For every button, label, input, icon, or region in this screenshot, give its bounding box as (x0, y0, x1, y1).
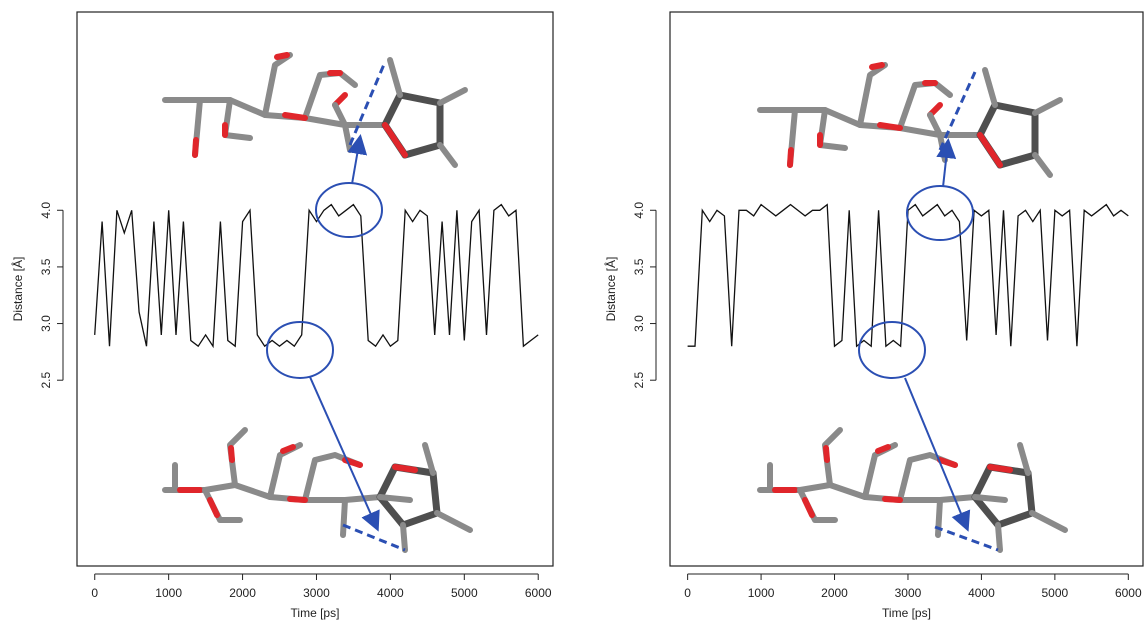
distance-marker (935, 527, 998, 550)
x-tick-label: 5000 (1042, 586, 1069, 600)
x-tick-label: 2000 (821, 586, 848, 600)
y-tick-label: 4.0 (39, 202, 53, 219)
arrow (905, 378, 967, 528)
molecule-open (165, 55, 465, 165)
x-tick-label: 1000 (155, 586, 182, 600)
molecule-closed (165, 430, 470, 550)
distance-marker (350, 62, 385, 145)
x-tick-label: 3000 (895, 586, 922, 600)
figure: 2.5 3.0 3.5 4.0 Distance [Å] 0 1000 2000 3000 400… (0, 0, 1146, 628)
x-tick-label: 2000 (229, 586, 256, 600)
y-tick-label: 2.5 (39, 372, 53, 389)
highlight-ellipse (267, 322, 333, 378)
y-tick-label: 4.0 (632, 202, 646, 219)
x-tick-label: 3000 (303, 586, 330, 600)
molecule-open (760, 65, 1060, 175)
x-tick-label: 1000 (748, 586, 775, 600)
y-tick-label: 3.0 (39, 315, 53, 332)
x-tick-label: 4000 (968, 586, 995, 600)
y-tick-label: 3.5 (39, 258, 53, 275)
highlight-ellipse (907, 186, 973, 240)
molecule-closed (760, 430, 1065, 550)
x-tick-label: 0 (91, 586, 98, 600)
x-tick-label: 0 (684, 586, 691, 600)
y-axis-label: Distance [Å] (10, 257, 25, 322)
x-tick-label: 4000 (377, 586, 404, 600)
x-axis-label: Time [ps] (882, 606, 931, 620)
highlight-ellipse (859, 322, 925, 378)
x-tick-label: 6000 (1115, 586, 1142, 600)
highlight-ellipse (316, 183, 382, 237)
arrow (352, 138, 360, 184)
y-tick-label: 3.5 (632, 258, 646, 275)
y-tick-label: 2.5 (632, 372, 646, 389)
x-axis-label: Time [ps] (291, 606, 340, 620)
distance-marker (940, 72, 975, 150)
annotations (267, 62, 998, 550)
x-tick-label: 5000 (451, 586, 478, 600)
x-tick-label: 6000 (525, 586, 552, 600)
y-tick-label: 3.0 (632, 315, 646, 332)
distance-marker (343, 525, 405, 550)
y-axis-label: Distance [Å] (603, 257, 618, 322)
